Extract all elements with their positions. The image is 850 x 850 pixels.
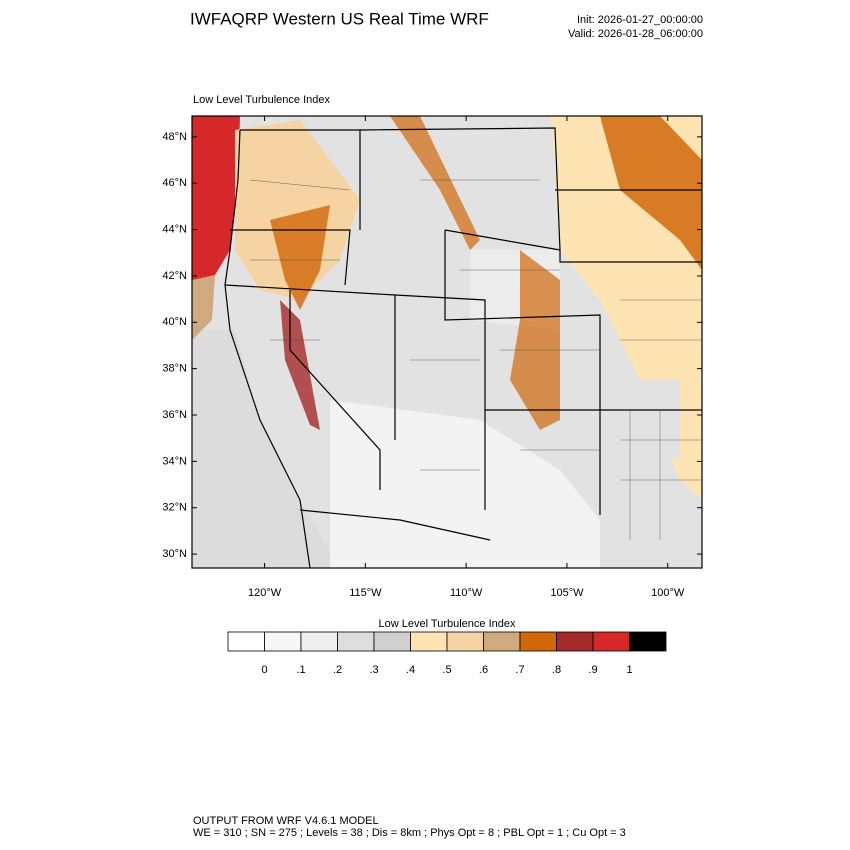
colorbar-box: [446, 631, 484, 652]
colorbar-title: Low Level Turbulence Index: [379, 618, 516, 630]
colorbar-box: [373, 631, 411, 652]
northern-rockies: [390, 116, 480, 250]
footer-line: WE = 310 ; SN = 275 ; Levels = 38 ; Dis …: [193, 827, 626, 839]
y-tick-label: 46°N: [162, 177, 187, 189]
y-tick-label: 38°N: [162, 363, 187, 375]
dakotas: [600, 116, 702, 270]
y-tick-label: 30°N: [162, 548, 187, 560]
colorbar-label: .3: [369, 664, 378, 676]
colorbar-box: [556, 631, 594, 652]
colorbar-box: [410, 631, 448, 652]
footer-line: OUTPUT FROM WRF V4.6.1 MODEL: [193, 815, 379, 827]
colorbar-label: .4: [406, 664, 415, 676]
y-tick-label: 44°N: [162, 223, 187, 235]
colorbar-label: .7: [515, 664, 524, 676]
northwest-band: [235, 120, 360, 300]
map-subtitle: Low Level Turbulence Index: [193, 94, 330, 106]
colorbar-label: .1: [296, 664, 305, 676]
colorbar-label: 0: [261, 664, 267, 676]
colorbar-box: [264, 631, 302, 652]
y-tick-label: 48°N: [162, 131, 187, 143]
southern-rockies: [510, 250, 560, 430]
state-borders: [224, 127, 702, 568]
coastal-tan: [192, 275, 215, 340]
colorbar-label: .5: [442, 664, 451, 676]
valid-time: Valid: 2026-01-28_06:00:00: [568, 28, 703, 40]
map-frame: [191, 115, 703, 569]
colorbar-label: .6: [479, 664, 488, 676]
colorbar-box: [483, 631, 521, 652]
colorbar-box: [227, 631, 265, 652]
x-tick-label: 110°W: [450, 587, 483, 599]
colorbar-box: [629, 631, 667, 652]
x-tick-label: 100°W: [651, 587, 685, 599]
colorbar-box: [592, 631, 630, 652]
colorbar-box: [300, 631, 338, 652]
cascades: [270, 205, 330, 310]
y-tick-label: 32°N: [162, 502, 187, 514]
map-field: [191, 115, 703, 569]
title: IWFAQRP Western US Real Time WRF: [190, 9, 489, 28]
colorbar-box: [519, 631, 557, 652]
x-tick-label: 120°W: [248, 587, 282, 599]
y-tick-label: 36°N: [162, 409, 187, 421]
colorbar-box: [337, 631, 375, 652]
desert-region: [330, 400, 600, 568]
y-tick-label: 34°N: [162, 455, 187, 467]
colorbar-label: 1: [626, 664, 632, 676]
y-tick-label: 42°N: [162, 270, 187, 282]
x-tick-label: 115°W: [349, 587, 382, 599]
y-tick-label: 40°N: [162, 316, 187, 328]
init-time: Init: 2026-01-27_00:00:00: [577, 14, 703, 26]
colorbar-label: .9: [588, 664, 597, 676]
colorbar-label: .2: [333, 664, 342, 676]
x-tick-label: 105°W: [550, 587, 584, 599]
county-borders: [249, 179, 702, 540]
coastal-turbulence: [192, 116, 240, 290]
ocean-south: [192, 330, 340, 568]
colorbar-label: .8: [552, 664, 561, 676]
